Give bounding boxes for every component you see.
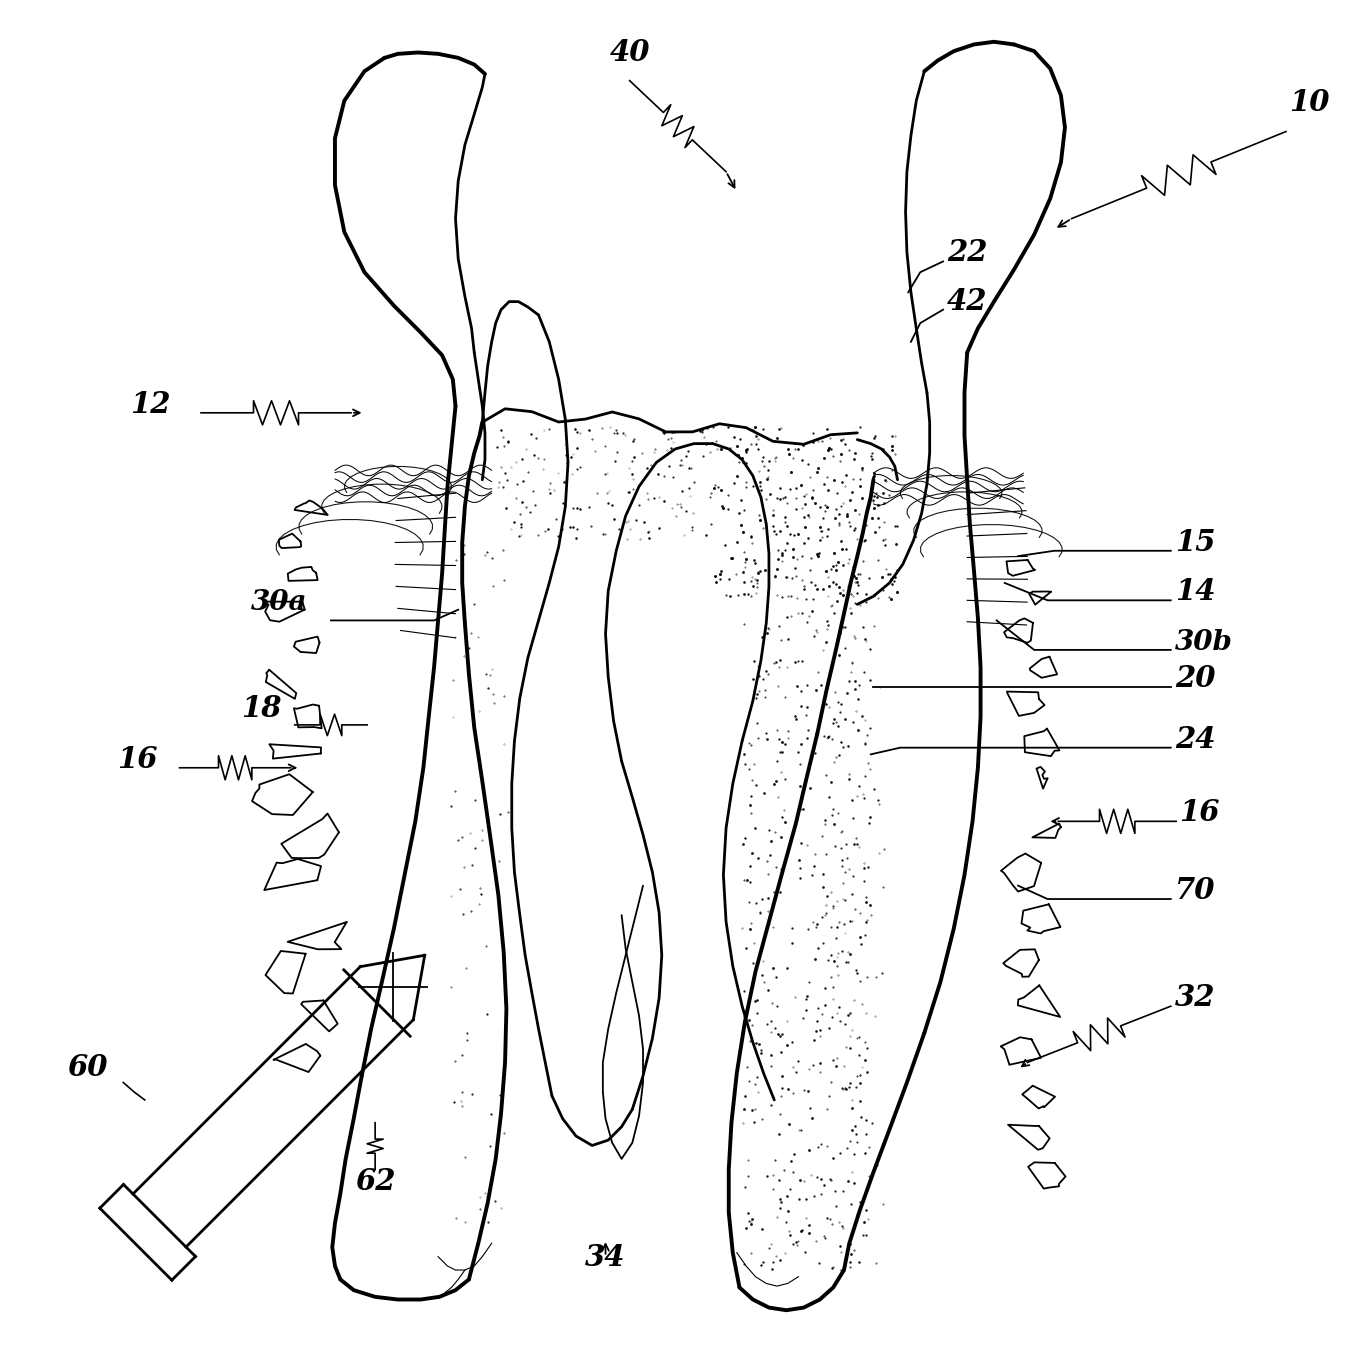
Text: 60: 60 xyxy=(67,1053,108,1082)
Text: 10: 10 xyxy=(1289,89,1329,117)
Text: 22: 22 xyxy=(947,239,987,267)
Text: 32: 32 xyxy=(1174,983,1216,1012)
Text: 18: 18 xyxy=(241,694,281,723)
Text: 16: 16 xyxy=(1178,798,1220,828)
Text: 14: 14 xyxy=(1174,577,1216,607)
Text: 34: 34 xyxy=(585,1243,625,1273)
Text: 20: 20 xyxy=(1174,665,1216,693)
Text: 16: 16 xyxy=(117,744,157,774)
Text: 15: 15 xyxy=(1174,528,1216,557)
Text: 62: 62 xyxy=(355,1166,395,1196)
Text: 24: 24 xyxy=(1174,725,1216,754)
Text: 40: 40 xyxy=(609,38,650,66)
Text: 42: 42 xyxy=(947,287,987,315)
Text: 70: 70 xyxy=(1174,876,1216,905)
Text: 12: 12 xyxy=(130,390,171,419)
Text: 30a: 30a xyxy=(250,589,307,616)
Text: 30b: 30b xyxy=(1174,630,1232,656)
